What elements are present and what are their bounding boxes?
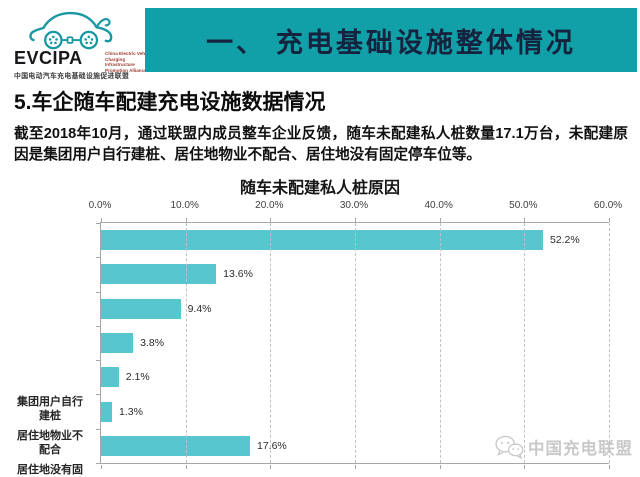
axis-top-tick [270,218,272,222]
chart-plot: 52.2% 13.6% 9.4% 3.8% 2.1% 1.3% 17.6% [96,218,610,469]
bar-row: 9.4% [101,292,609,326]
x-tick-label: 20.0% [255,200,284,211]
axis-top-tick [524,218,526,222]
bar-row: 1.3% [101,394,609,428]
x-tick-label: 0.0% [88,200,112,211]
axis-bottom-tick [355,465,356,469]
x-tick-label: 50.0% [509,200,538,211]
axis-bottom-tick [524,465,526,469]
bar-row: 13.6% [101,257,609,291]
bar-value-label: 9.4% [187,302,212,315]
bar-row: 3.8% [101,326,609,360]
axis-top-tick [101,218,102,222]
page-title: 5.车企随车配建充电设施数据情况 [14,91,326,114]
y-axis-category-labels: 集团用户自行建桩居住地物业不配合居住地没有固定停车位通过专用场站充电工作地没有固… [4,392,96,477]
axis-top-tick [355,218,356,222]
banner-title: 一、 充电基础设施整体情况 [206,27,576,58]
x-tick-label: 10.0% [170,200,199,211]
axis-left-tick [96,360,100,362]
gridline [270,223,272,463]
category-label: 居住地没有固定停车位 [17,464,83,477]
x-tick-label: 40.0% [424,200,453,211]
gridline [355,223,356,463]
bar [101,264,217,285]
bar [101,332,134,353]
bar-row: 17.6% [101,429,609,463]
axis-bottom-tick [101,465,102,469]
chart-title: 随车未配建私人桩原因 [239,180,400,197]
category-label: 居住地物业不 配合 [17,430,83,457]
axis-left-tick [96,291,100,293]
bar-chart: 随车未配建私人桩原因 0.0% 10.0% 20.0% 30.0% 40.0% 50.0%… [0,170,640,476]
x-tick-label: 30.0% [339,200,369,211]
axis-left-tick [96,394,100,396]
gridline [439,223,441,463]
logo-acronym: EVCIPA [14,48,83,68]
category-label: 集团用户自行 建桩 [17,395,83,423]
gridline [609,223,610,463]
logo-english-name: China Electric Vehicle Charging Infrastru… [105,51,153,74]
bar-value-label: 3.8% [140,336,165,349]
bar [101,435,250,456]
axis-left-tick [96,463,100,464]
evcipa-logo: EVCIPA China Electric Vehicle Charging In… [8,4,153,86]
watermark-text: 中国充电联盟 [528,440,633,458]
gridline [185,223,187,463]
axis-left-tick [96,223,100,224]
body-paragraph: 截至2018年10月，通过联盟内成员整车企业反馈，随车未配建私人桩数量17.1万… [14,126,628,164]
axis-left-tick [96,257,100,259]
axis-bottom-tick [270,465,272,469]
axis-left-tick [96,325,100,327]
bar [101,298,181,319]
axis-left-tick [96,428,100,430]
bar-value-label: 13.6% [223,268,253,281]
bar-value-label: 1.3% [119,405,143,418]
bar-value-label: 17.6% [257,439,287,452]
axis-bottom-tick [609,465,610,469]
bar-value-label: 2.1% [125,371,150,384]
bar-rows: 52.2% 13.6% 9.4% 3.8% 2.1% 1.3% 17.6% [101,223,609,463]
bar-row: 52.2% [101,223,609,257]
section-banner: 一、 充电基础设施整体情况 [145,8,637,72]
ev-car-icon [29,11,113,50]
x-tick-label: 60.0% [593,200,623,211]
bar [101,230,543,251]
axis-bottom-tick [185,465,187,469]
watermark: 中国充电联盟 [494,434,633,460]
axis-top-tick [609,218,610,222]
bar-value-label: 52.2% [549,234,580,247]
logo-chinese-name: 中国电动汽车充电基础设施促进联盟 [14,73,130,80]
axis-top-tick [439,218,441,222]
bar-row: 2.1% [101,360,609,394]
bar [101,401,112,422]
wechat-icon [495,435,524,460]
axis-top-tick [185,218,187,222]
axis-bottom-tick [439,465,441,469]
gridline [524,223,526,463]
x-axis-tick-labels: 0.0% 10.0% 20.0% 30.0% 40.0% 50.0% 60.0% [89,200,623,216]
bar [101,367,119,388]
